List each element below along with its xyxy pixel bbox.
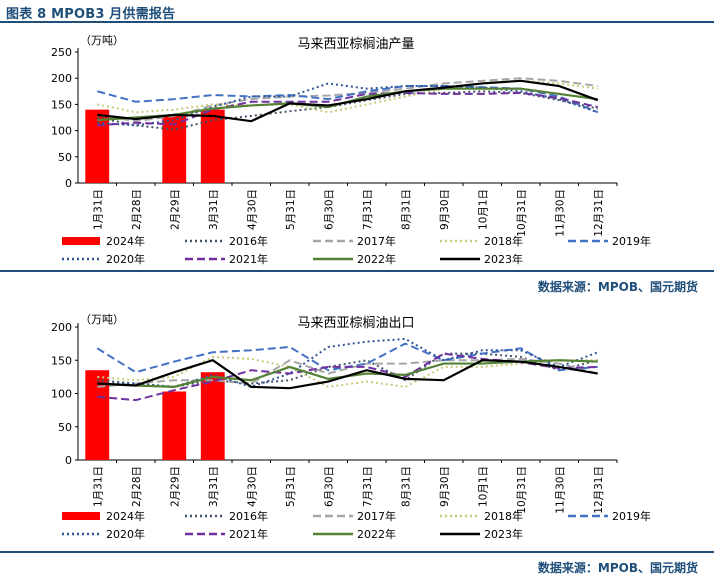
- legend-label: 2018年: [484, 234, 523, 248]
- legend-label: 2024年: [106, 509, 145, 523]
- legend-label: 2023年: [484, 527, 523, 541]
- x-tick-label: 12月31日: [593, 189, 605, 237]
- source-note-1: 数据来源：MPOB、国元期货: [537, 280, 698, 294]
- legend-label: 2023年: [484, 252, 523, 266]
- header-rule: [0, 21, 714, 23]
- x-tick-label: 12月31日: [593, 466, 605, 514]
- x-tick-label: 2月28日: [131, 466, 143, 507]
- x-tick-label: 10月1日: [477, 466, 489, 507]
- y-axis-unit: （万吨）: [80, 313, 124, 326]
- y-tick-label: 100: [51, 125, 72, 138]
- y-axis-unit: （万吨）: [80, 34, 124, 47]
- legend-label: 2020年: [106, 527, 145, 541]
- x-tick-label: 9月30日: [439, 466, 451, 507]
- x-tick-label: 2月29日: [169, 189, 181, 230]
- y-tick-label: 150: [51, 98, 72, 111]
- bar-2024: [200, 372, 225, 460]
- chart-title: 马来西亚棕榈油产量: [297, 37, 414, 52]
- bar-2024: [85, 109, 110, 183]
- legend-swatch-bar: [62, 237, 100, 245]
- x-tick-label: 10月31日: [516, 466, 528, 514]
- legend-label: 2020年: [106, 252, 145, 266]
- x-tick-label: 1月31日: [92, 189, 104, 230]
- export-chart: 马来西亚棕榈油出口 （万吨） 0 50 100 150 200 1月31日 2月28日 2月29日…: [51, 313, 651, 541]
- x-tick-label: 10月31日: [516, 189, 528, 237]
- x-tick-label: 5月31日: [285, 466, 297, 507]
- x-tick-label: 4月30日: [246, 189, 258, 230]
- y-tick-label: 150: [51, 354, 72, 367]
- x-tick-label: 6月30日: [323, 466, 335, 507]
- series-line-2017年: [97, 357, 599, 388]
- chart-title: 马来西亚棕榈油出口: [297, 316, 414, 331]
- series-line-2021年: [97, 91, 598, 127]
- x-tick-label: 11月30日: [554, 189, 566, 237]
- x-tick-label: 4月30日: [246, 466, 258, 507]
- x-tick-label: 5月31日: [285, 189, 297, 230]
- legend-label: 2022年: [357, 527, 396, 541]
- y-tick-label: 200: [51, 321, 72, 334]
- legend-label: 2019年: [612, 509, 651, 523]
- x-tick-label: 2月29日: [169, 466, 181, 507]
- series-line-2021年: [97, 352, 598, 402]
- x-tick-label: 8月31日: [400, 466, 412, 507]
- legend-swatch-bar: [62, 512, 100, 520]
- bar-2024: [85, 370, 110, 460]
- x-tick-label: 3月31日: [208, 466, 220, 507]
- legend-label: 2019年: [612, 234, 651, 248]
- x-tick-label: 1月31日: [92, 466, 104, 507]
- x-tick-label: 3月31日: [208, 189, 220, 230]
- x-tick-label: 7月31日: [362, 189, 374, 230]
- x-tick-label: 2月28日: [131, 189, 143, 230]
- legend-label: 2016年: [229, 509, 268, 523]
- legend-label: 2018年: [484, 509, 523, 523]
- y-tick-label: 0: [65, 454, 72, 467]
- x-tick-label: 7月31日: [362, 466, 374, 507]
- figure-title: 图表 8 MPOB3 月供需报告: [6, 7, 176, 22]
- legend-label: 2016年: [229, 234, 268, 248]
- legend-label: 2021年: [229, 252, 268, 266]
- series-line-2018年: [97, 355, 598, 388]
- figure-header: 图表 8 MPOB3 月供需报告: [0, 0, 714, 23]
- y-tick-label: 0: [65, 177, 72, 190]
- y-tick-label: 50: [58, 151, 72, 164]
- x-tick-label: 6月30日: [323, 189, 335, 230]
- production-chart: 马来西亚棕榈油产量 （万吨） 0 50 100 150 200 250 1月31日 2月28日 2月…: [51, 34, 651, 266]
- x-tick-label: 9月30日: [439, 189, 451, 230]
- y-tick-label: 250: [51, 46, 72, 59]
- bar-2024: [162, 114, 187, 183]
- source-note-2: 数据来源：MPOB、国元期货: [537, 561, 698, 575]
- separator-rule-2: [0, 551, 714, 553]
- legend-label: 2017年: [357, 234, 396, 248]
- y-tick-label: 200: [51, 72, 72, 85]
- bar-2024: [162, 391, 187, 460]
- bar-2024: [200, 109, 225, 183]
- series-line-2023年: [97, 359, 598, 390]
- y-tick-label: 100: [51, 388, 72, 401]
- y-tick-label: 50: [58, 421, 72, 434]
- separator-rule-1: [0, 270, 714, 272]
- legend-label: 2017年: [357, 509, 396, 523]
- series-line-2020年: [97, 82, 599, 127]
- series-line-2023年: [97, 79, 599, 123]
- x-tick-label: 10月1日: [477, 189, 489, 230]
- x-tick-label: 8月31日: [400, 189, 412, 230]
- legend-label: 2022年: [357, 252, 396, 266]
- series-line-2019年: [96, 342, 598, 374]
- legend-label: 2021年: [229, 527, 268, 541]
- x-tick-label: 11月30日: [554, 466, 566, 514]
- legend-label: 2024年: [106, 234, 145, 248]
